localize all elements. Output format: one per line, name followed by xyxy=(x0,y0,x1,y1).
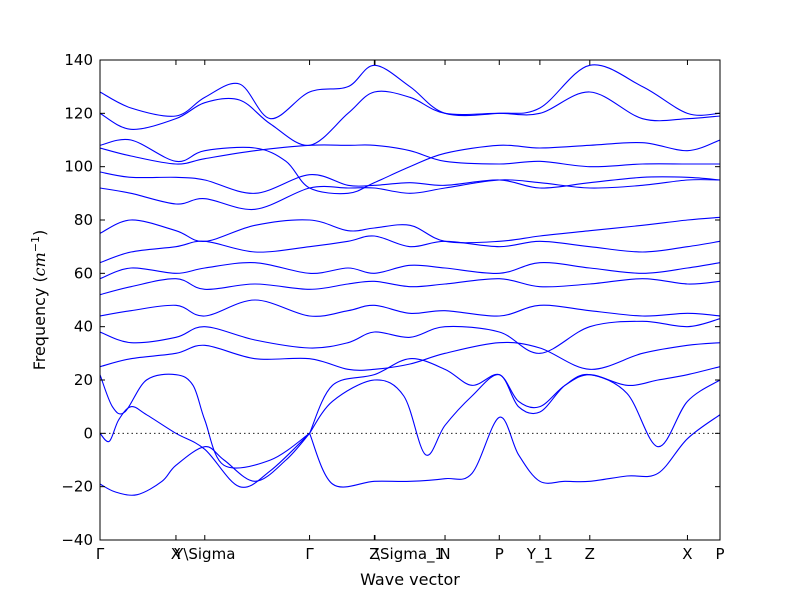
x-tick-label: N xyxy=(439,545,450,563)
x-tick-label: Z xyxy=(369,545,379,563)
y-axis-ticks: −40 −20 0 20 40 60 80 100 120 140 xyxy=(61,51,720,549)
band-line xyxy=(100,144,720,168)
y-tick-label: −20 xyxy=(61,478,93,496)
y-tick-label: 0 xyxy=(83,424,93,442)
y-tick-label: 60 xyxy=(74,264,93,282)
band-line xyxy=(100,373,310,469)
band-lines xyxy=(100,64,720,496)
band-line xyxy=(309,373,720,456)
y-axis-label-close: ) xyxy=(30,230,49,236)
band-line xyxy=(309,358,720,434)
band-line xyxy=(100,179,720,210)
y-tick-label: 120 xyxy=(64,104,93,122)
y-tick-label: −40 xyxy=(61,531,93,549)
band-line xyxy=(309,414,720,488)
x-tick-label: \Sigma_1 xyxy=(375,545,444,564)
x-tick-label: X xyxy=(171,545,181,563)
x-tick-label: Z xyxy=(585,545,595,563)
band-line xyxy=(100,64,720,120)
y-tick-label: 20 xyxy=(74,371,93,389)
y-axis-label-unit: cm xyxy=(30,252,49,276)
y-axis-label-text: Frequency ( xyxy=(30,276,49,370)
band-line xyxy=(100,406,310,488)
band-line xyxy=(100,171,720,194)
x-tick-label: X xyxy=(682,545,692,563)
x-tick-label: Y_1 xyxy=(526,545,553,564)
x-axis-ticks: Γ XY\Sigma Γ Z\Sigma_1N P Y_1 Z X P xyxy=(96,60,725,564)
band-line xyxy=(100,138,720,195)
y-tick-label: 140 xyxy=(64,51,93,69)
x-tick-label: P xyxy=(495,545,504,563)
x-tick-label: Γ xyxy=(305,545,314,563)
band-line xyxy=(100,432,310,496)
band-line xyxy=(100,90,720,146)
x-axis-label: Wave vector xyxy=(360,570,460,589)
y-tick-label: 40 xyxy=(74,318,93,336)
band-line xyxy=(100,278,720,296)
band-line xyxy=(100,318,720,354)
band-line xyxy=(100,262,720,280)
band-line xyxy=(100,341,720,371)
band-line xyxy=(100,299,720,317)
y-tick-label: 100 xyxy=(64,158,93,176)
band-line xyxy=(100,216,720,244)
y-axis-label: Frequency (cm−1) xyxy=(29,230,49,371)
x-tick-label: Γ xyxy=(96,545,105,563)
x-tick-label: P xyxy=(715,545,724,563)
x-tick-label: Y\Sigma xyxy=(173,545,235,563)
y-tick-label: 80 xyxy=(74,211,93,229)
y-axis-label-exponent: −1 xyxy=(29,236,42,252)
plot-frame xyxy=(99,59,721,541)
band-line xyxy=(100,235,720,264)
